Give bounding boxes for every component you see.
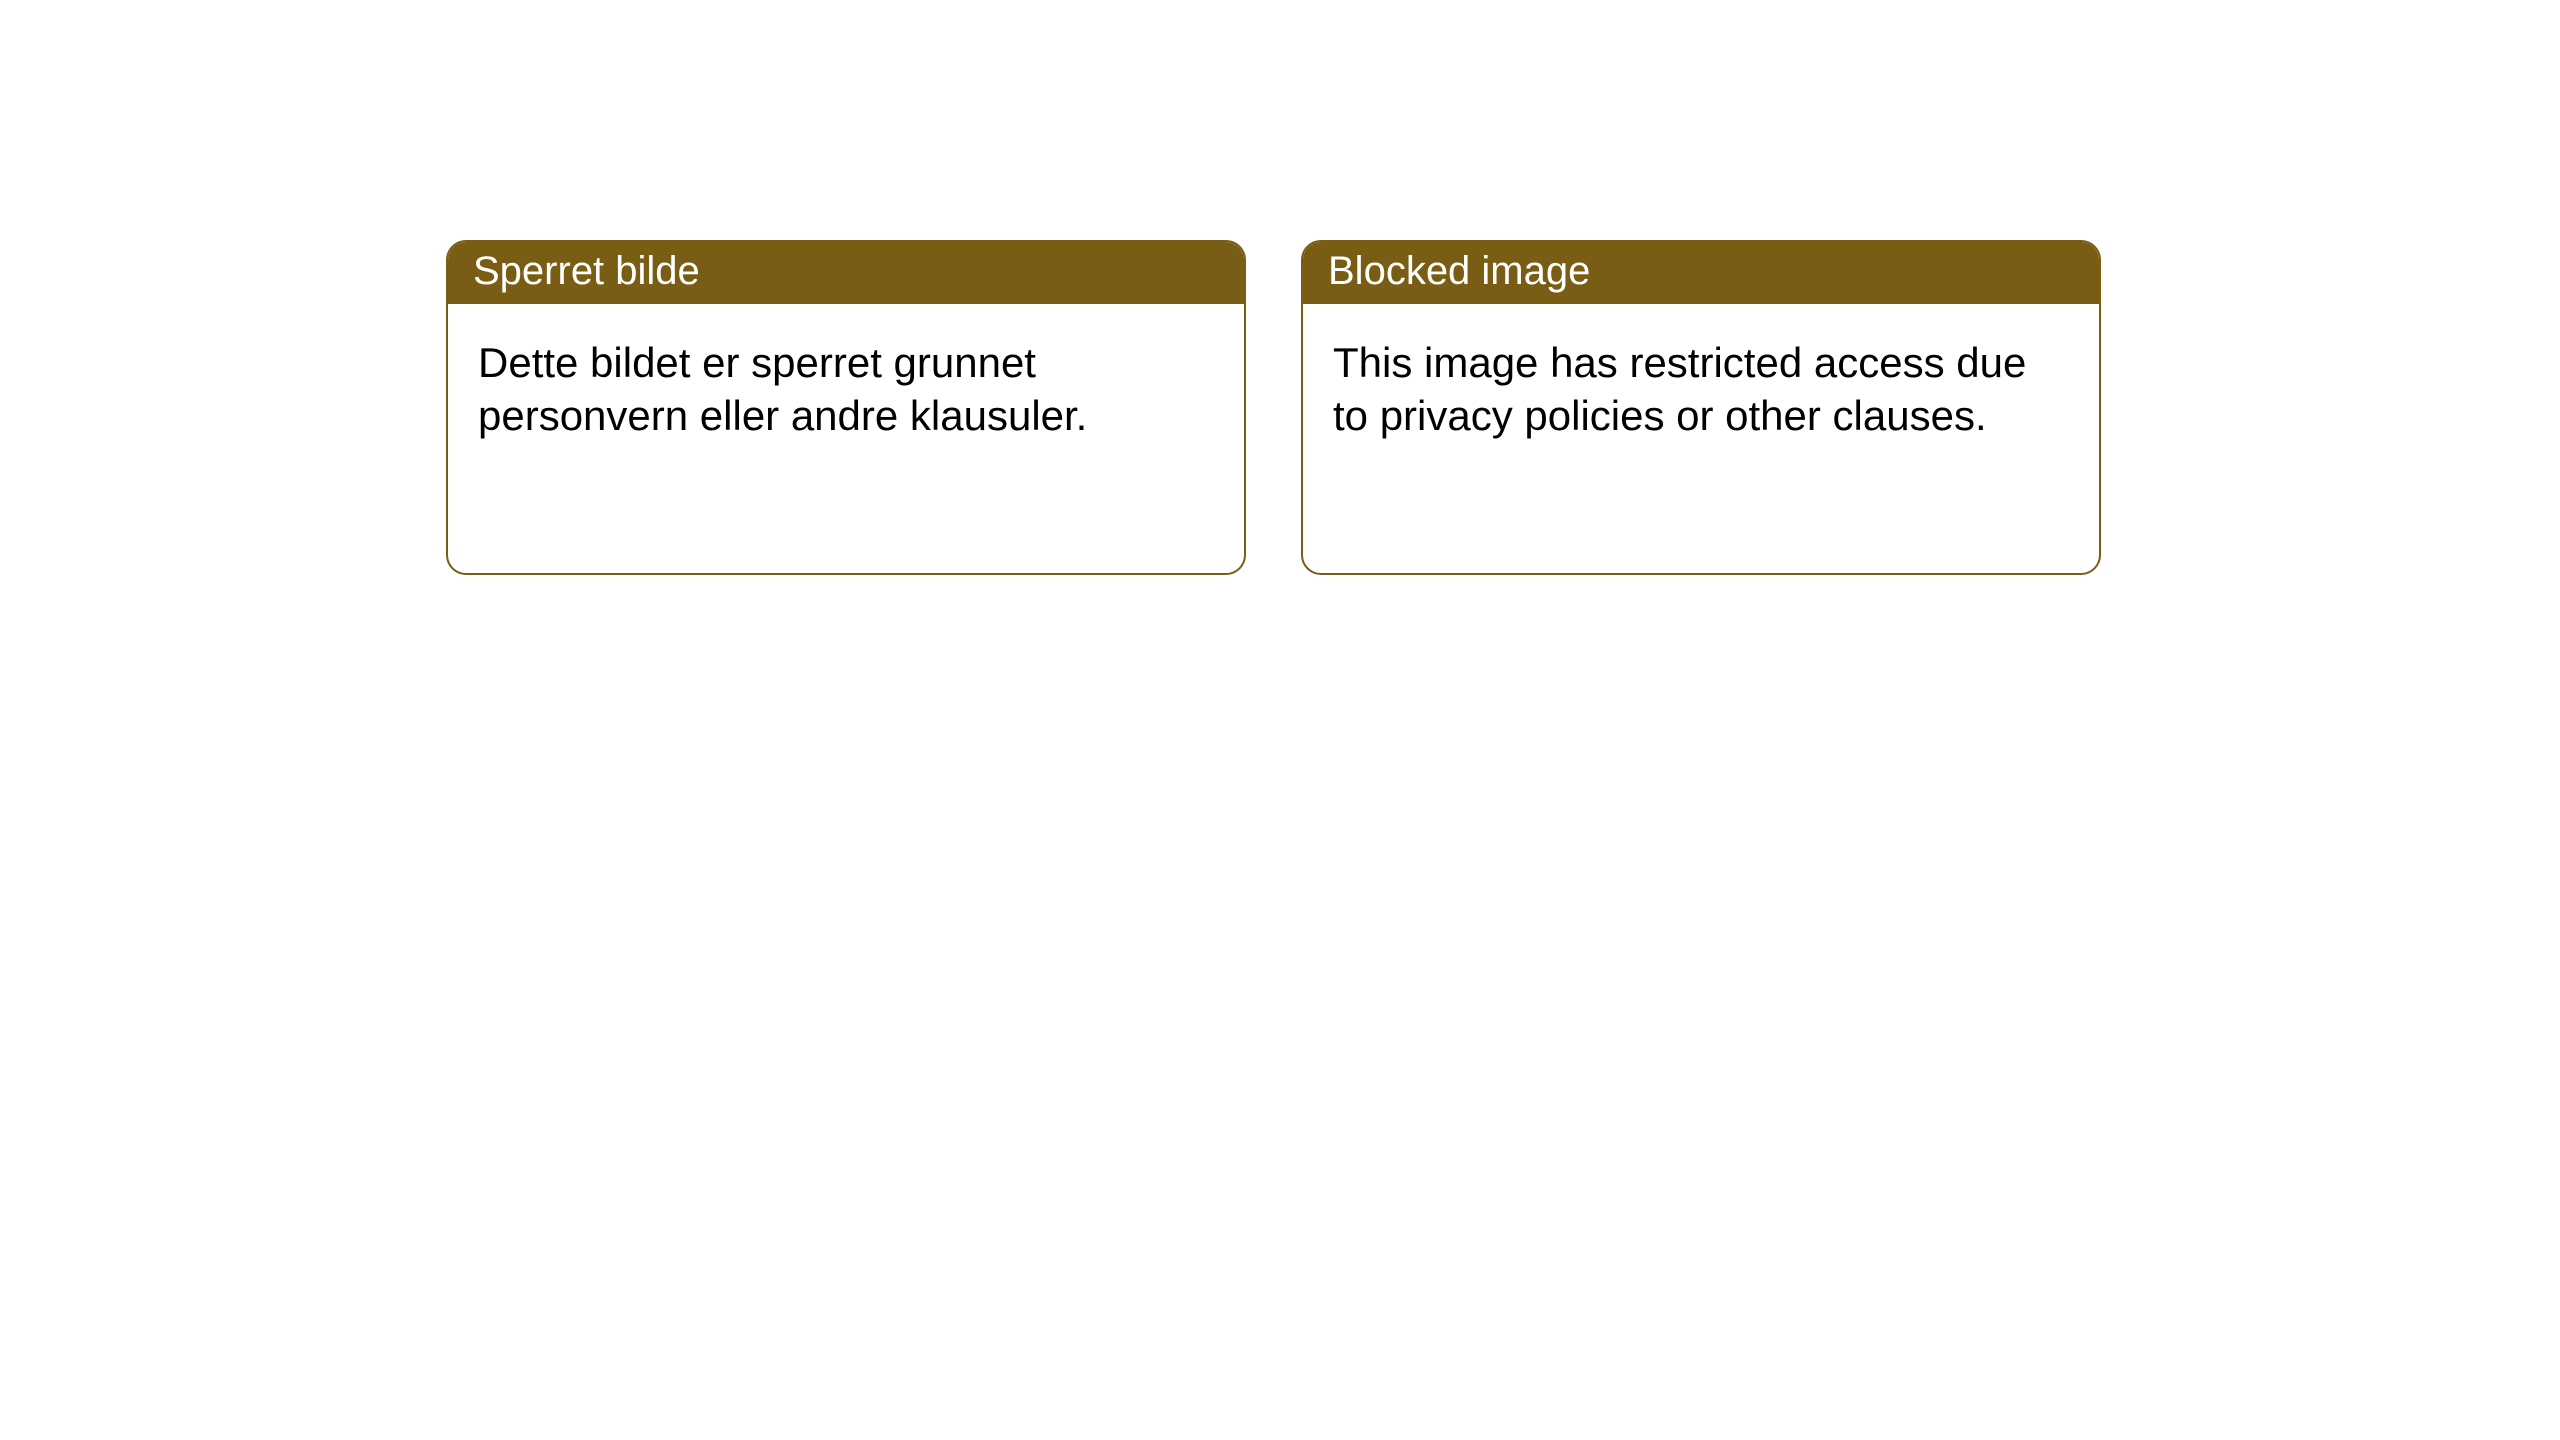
card-body-text: Dette bildet er sperret grunnet personve… — [448, 304, 1244, 475]
card-title: Blocked image — [1303, 242, 2099, 304]
blocked-image-card-no: Sperret bilde Dette bildet er sperret gr… — [446, 240, 1246, 575]
notice-container: Sperret bilde Dette bildet er sperret gr… — [446, 240, 2101, 575]
blocked-image-card-en: Blocked image This image has restricted … — [1301, 240, 2101, 575]
card-body-text: This image has restricted access due to … — [1303, 304, 2099, 475]
card-title: Sperret bilde — [448, 242, 1244, 304]
